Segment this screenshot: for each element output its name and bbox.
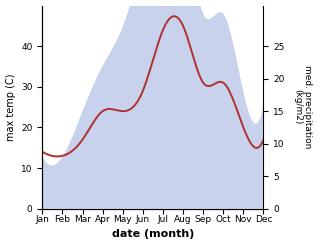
Y-axis label: max temp (C): max temp (C) xyxy=(5,73,16,141)
Y-axis label: med. precipitation
(kg/m2): med. precipitation (kg/m2) xyxy=(293,65,313,149)
X-axis label: date (month): date (month) xyxy=(112,230,194,239)
